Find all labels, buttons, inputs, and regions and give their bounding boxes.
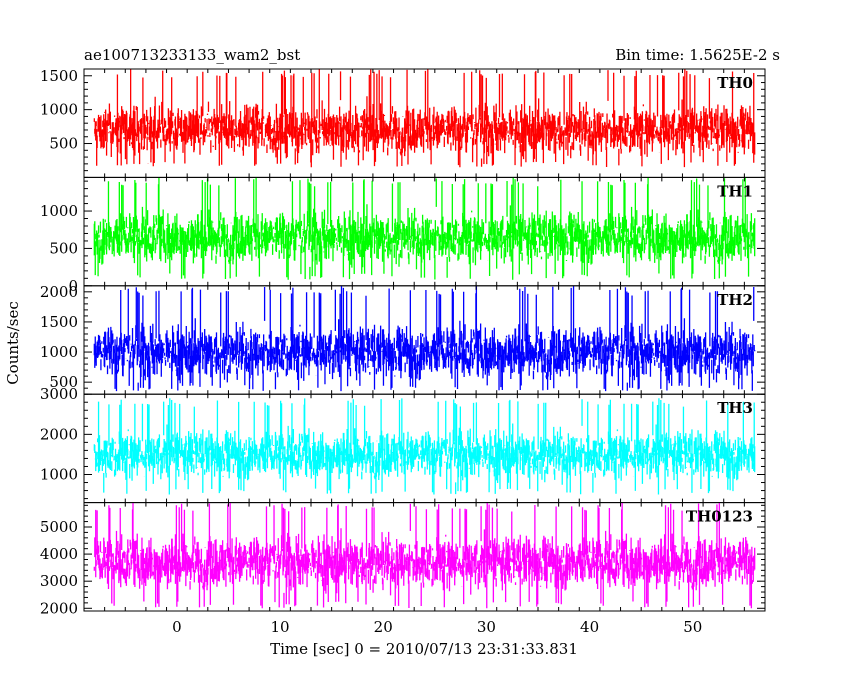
- y-tick-label: 2000: [40, 425, 78, 443]
- series-TH0123: [93, 502, 756, 609]
- y-tick-label: 1000: [40, 343, 78, 361]
- series-TH1: [93, 177, 756, 280]
- y-tick-label: 1500: [40, 67, 78, 85]
- series-TH3: [93, 398, 756, 495]
- y-tick-label: 3000: [40, 385, 78, 403]
- x-axis-label: Time [sec] 0 = 2010/07/13 23:31:33.831: [270, 640, 578, 658]
- y-tick-label: 5000: [40, 518, 78, 536]
- y-tick-label: 3000: [40, 572, 78, 590]
- y-tick-label: 500: [49, 135, 78, 153]
- x-tick-label: 20: [374, 618, 393, 636]
- x-tick-label: 40: [580, 618, 599, 636]
- x-tick-label: 10: [270, 618, 289, 636]
- x-tick-label: 30: [477, 618, 496, 636]
- y-axis-label: Counts/sec: [4, 301, 22, 385]
- panel-label-TH0123: TH0123: [686, 508, 753, 526]
- panel-frame-TH0123: [83, 502, 766, 612]
- panel-label-TH2: TH2: [717, 291, 753, 309]
- y-tick-label: 1500: [40, 313, 78, 331]
- series-TH2: [93, 285, 756, 392]
- y-tick-label: 2000: [40, 599, 78, 617]
- panel-label-TH1: TH1: [717, 182, 753, 200]
- y-tick-label: 1000: [40, 202, 78, 220]
- panel-label-TH3: TH3: [717, 399, 753, 417]
- y-tick-label: 0: [68, 277, 78, 295]
- series-TH0: [93, 69, 756, 168]
- y-tick-label: 4000: [40, 545, 78, 563]
- y-tick-label: 2000: [40, 283, 78, 301]
- x-tick-label: 50: [683, 618, 702, 636]
- y-tick-label: 500: [49, 373, 78, 391]
- x-tick-label: 0: [172, 618, 182, 636]
- y-tick-label: 500: [49, 239, 78, 257]
- panel-label-TH0: TH0: [717, 74, 753, 92]
- chart-title-right: Bin time: 1.5625E-2 s: [615, 46, 780, 64]
- chart-title-left: ae100713233133_wam2_bst: [84, 46, 300, 64]
- y-tick-label: 1000: [40, 465, 78, 483]
- y-tick-label: 1000: [40, 101, 78, 119]
